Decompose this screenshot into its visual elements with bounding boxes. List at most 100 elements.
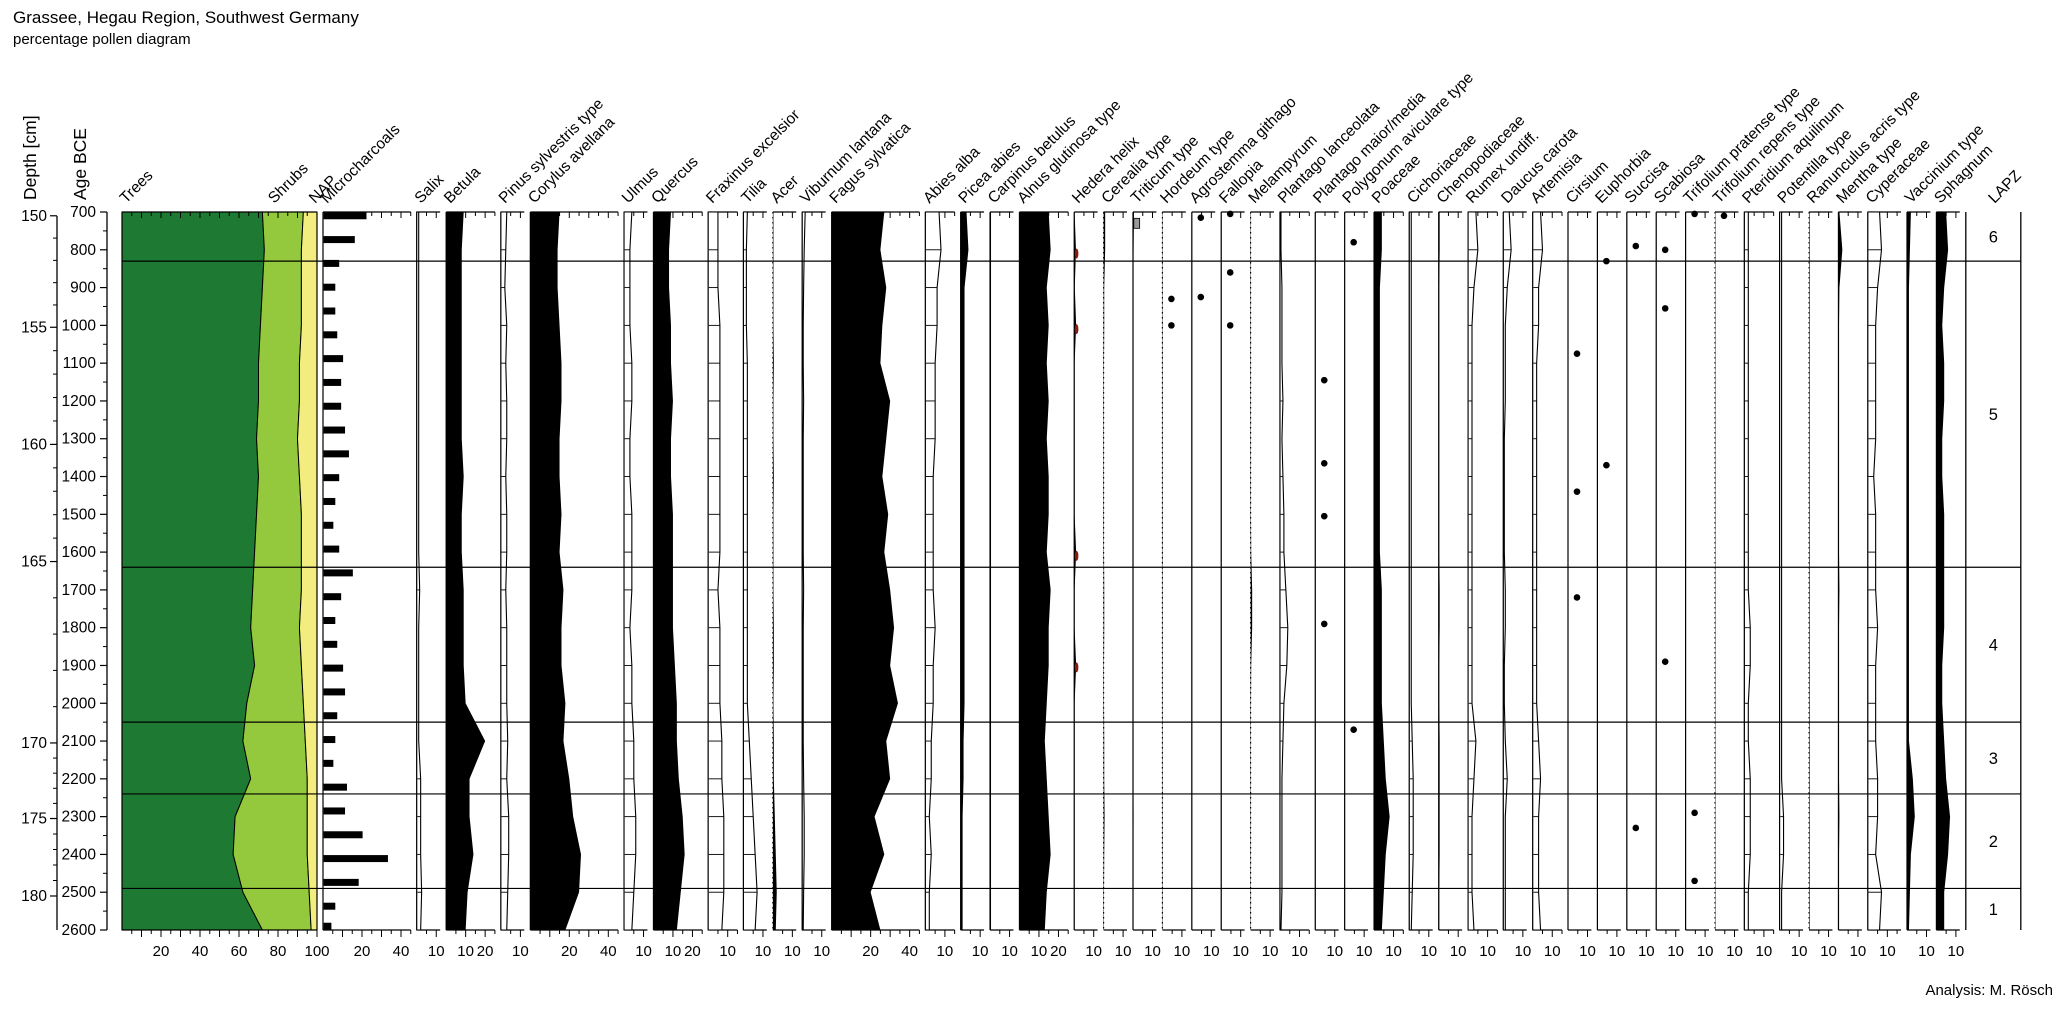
- age-tick-label: 1600: [62, 544, 97, 561]
- column-header-shrubs: Shrubs: [265, 160, 312, 207]
- age-tick-label: 700: [70, 204, 96, 221]
- taxon-curve: [1907, 212, 1915, 930]
- taxon-curve: [1439, 212, 1440, 930]
- age-tick-label: 1400: [62, 469, 97, 486]
- gray-bar: [1134, 218, 1140, 228]
- taxon-curve: [1838, 212, 1842, 930]
- column-header-lapz: LAPZ: [1985, 167, 2024, 206]
- lapz-zone-label: 2: [1989, 833, 1998, 851]
- x-axis-tick-label: 10: [1579, 943, 1596, 960]
- taxon-curve: [773, 212, 777, 930]
- x-axis-tick-label: 10: [813, 943, 830, 960]
- x-axis-tick-label: 10: [1291, 943, 1308, 960]
- microcharcoal-bar: [324, 879, 359, 886]
- red-mark: [1075, 324, 1079, 334]
- taxon-curve: [501, 212, 509, 930]
- presence-dot: [1574, 594, 1581, 601]
- microcharcoal-bar: [324, 855, 388, 862]
- x-axis-tick-label: 10: [972, 943, 989, 960]
- depth-tick-label: 150: [21, 208, 47, 225]
- red-mark: [1075, 551, 1079, 561]
- presence-dot: [1198, 294, 1205, 301]
- presence-dot: [1198, 214, 1205, 221]
- x-axis-tick-label: 20: [862, 943, 879, 960]
- x-axis-tick-label: 10: [1031, 943, 1048, 960]
- age-tick-label: 2200: [62, 771, 97, 788]
- presence-dot: [1603, 258, 1610, 265]
- depth-tick-label: 170: [21, 735, 47, 752]
- depth-tick-label: 180: [21, 888, 47, 905]
- taxon-curve: [1809, 212, 1810, 930]
- x-axis-tick-label: 10: [1450, 943, 1467, 960]
- x-axis-tick-label: 10: [1115, 943, 1132, 960]
- presence-dot: [1633, 243, 1640, 250]
- depth-tick-label: 165: [21, 554, 47, 571]
- lapz-zone-label: 5: [1989, 406, 1998, 424]
- presence-dot: [1691, 810, 1698, 817]
- age-tick-label: 800: [70, 242, 96, 259]
- x-axis-tick-label: 10: [1144, 943, 1161, 960]
- presence-dot: [1321, 513, 1328, 520]
- x-axis-tick-label: 20: [477, 943, 494, 960]
- age-tick-label: 1200: [62, 393, 97, 410]
- microcharcoal-bar: [324, 379, 342, 386]
- x-axis-tick-label: 10: [665, 943, 682, 960]
- microcharcoal-bar: [324, 784, 347, 791]
- microcharcoal-bar: [324, 923, 332, 930]
- x-axis-tick-label: 10: [1697, 943, 1714, 960]
- presence-dot: [1227, 211, 1234, 218]
- age-tick-label: 2000: [62, 695, 97, 712]
- column-header-microcharcoals: Microcharcoals: [318, 121, 404, 207]
- x-axis-tick-label: 10: [937, 943, 954, 960]
- x-axis-tick-label: 40: [192, 943, 209, 960]
- x-axis-tick-label: 10: [719, 943, 736, 960]
- x-axis-tick-label: 10: [1667, 943, 1684, 960]
- x-axis-tick-label: 10: [457, 943, 474, 960]
- taxon-curve: [1780, 212, 1784, 930]
- x-axis-tick-label: 10: [428, 943, 445, 960]
- x-axis-tick-label: 10: [1850, 943, 1867, 960]
- microcharcoal-bar: [324, 712, 338, 719]
- taxon-curve: [1503, 212, 1511, 930]
- age-tick-label: 1700: [62, 582, 97, 599]
- microcharcoal-bar: [324, 569, 353, 576]
- x-axis-tick-label: 20: [561, 943, 578, 960]
- presence-dot: [1721, 212, 1728, 219]
- taxon-curve: [1280, 212, 1288, 930]
- microcharcoal-bar: [324, 736, 336, 743]
- lapz-zone-label: 4: [1989, 637, 1998, 655]
- presence-dot: [1168, 296, 1175, 303]
- taxon-curve: [1936, 212, 1950, 930]
- taxon-curve: [925, 212, 941, 930]
- taxon-curve: [1409, 212, 1413, 930]
- x-axis-tick-label: 10: [1085, 943, 1102, 960]
- taxon-curve: [832, 212, 898, 930]
- microcharcoal-bar: [324, 665, 344, 672]
- age-tick-label: 2100: [62, 733, 97, 750]
- x-axis-tick-label: 10: [1203, 943, 1220, 960]
- age-tick-label: 1800: [62, 620, 97, 637]
- taxon-curve: [1104, 212, 1106, 930]
- microcharcoal-bar: [324, 450, 349, 457]
- age-tick-label: 2300: [62, 809, 97, 826]
- x-axis-tick-label: 10: [755, 943, 772, 960]
- age-tick-label: 2600: [62, 922, 97, 939]
- page-title: Grassee, Hegau Region, Southwest Germany: [13, 8, 359, 28]
- analysis-credit: Analysis: M. Rösch: [1925, 982, 2053, 999]
- taxon-curve: [530, 212, 581, 930]
- microcharcoal-bar: [324, 355, 344, 362]
- microcharcoal-bar: [324, 522, 334, 529]
- x-axis-tick-label: 10: [1918, 943, 1935, 960]
- x-axis-tick-label: 10: [1820, 943, 1837, 960]
- page-subtitle: percentage pollen diagram: [13, 31, 191, 48]
- x-axis-tick-label: 10: [1479, 943, 1496, 960]
- x-axis-tick-label: 10: [1756, 943, 1773, 960]
- x-axis-tick-label: 40: [901, 943, 918, 960]
- x-axis-tick-label: 10: [1262, 943, 1279, 960]
- age-tick-label: 2400: [62, 846, 97, 863]
- x-axis-tick-label: 10: [784, 943, 801, 960]
- age-tick-label: 1000: [62, 317, 97, 334]
- x-axis-tick-label: 40: [393, 943, 410, 960]
- presence-dot: [1662, 305, 1669, 312]
- microcharcoal-bar: [324, 688, 345, 695]
